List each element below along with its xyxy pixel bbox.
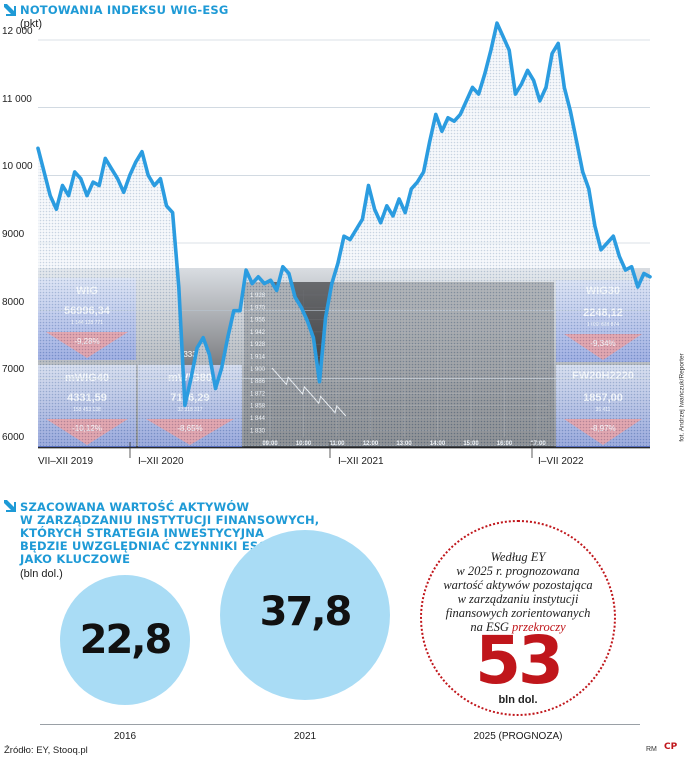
bubble-2016: [60, 575, 190, 705]
x-tick-label: I–XII 2020: [138, 456, 184, 467]
bubble-2021-value: 37,8: [259, 589, 353, 635]
x-tick-label: VII–XII 2019: [38, 456, 94, 467]
category-label-2021: 2021: [293, 731, 317, 742]
y-tick-label: 10 000: [2, 161, 33, 173]
y-tick-label: 6000: [2, 432, 25, 443]
chart2-title: SZACOWANA WARTOŚĆ AKTYWÓW W ZARZĄDZANIU …: [20, 501, 319, 566]
y-tick-label: 8000: [2, 296, 25, 308]
arrow-icon: [4, 4, 16, 16]
x-tick-marks: [38, 442, 650, 458]
category-label-2025: 2025 (PROGNOZA): [473, 731, 563, 742]
chart2-unit: (bln dol.): [20, 568, 63, 580]
ticker-extra-value: 333: [183, 350, 197, 359]
bubble-2016-value: 22,8: [79, 617, 173, 663]
y-tick-label: 12 000: [2, 26, 33, 37]
chart2-title-line: W ZARZĄDZANIU INSTYTUCJI FINANSOWYCH,: [20, 513, 320, 527]
forecast-unit: bln dol.: [498, 694, 538, 706]
forecast-note-line: Według EY: [490, 550, 546, 564]
bubble-baseline: [40, 724, 640, 725]
source-note: Źródło: EY, Stooq.pl: [4, 745, 88, 756]
wig-esg-line: [36, 21, 652, 408]
forecast-note-line: finansowych zorientowanych: [445, 606, 591, 620]
publisher-logo-text: CP: [664, 742, 678, 752]
x-tick-label: I–XII 2021: [338, 456, 384, 467]
bubble-2025-forecast: [420, 520, 616, 716]
chart2-title-line: JAKO KLUCZOWE: [20, 552, 131, 566]
forecast-note-line: w 2025 r. prognozowana: [456, 564, 580, 578]
bubble-2021: [220, 530, 390, 700]
chart2-title-line: SZACOWANA WARTOŚĆ AKTYWÓW: [20, 500, 250, 514]
photo-credit-box: fot. Andrzej Iwańczuk/Reporter: [672, 340, 686, 460]
chart1-title: NOTOWANIA INDEKSU WIG-ESG: [20, 3, 229, 17]
line-area: [38, 23, 650, 446]
forecast-value: 53: [475, 622, 564, 699]
photo-credit: fot. Andrzej Iwańczuk/Reporter: [678, 353, 686, 442]
forecast-note-line: na ESG: [470, 620, 509, 634]
arrow-icon: [4, 500, 16, 512]
wig-esg-line-chart: WIG56996,341 144 128 771-9,28%mWIG404331…: [36, 21, 652, 458]
y-tick-label: 9000: [2, 229, 25, 240]
chart1-unit: (pkt): [20, 18, 42, 30]
forecast-note: Według EY w 2025 r. prognozowana wartość…: [430, 550, 606, 634]
category-label-2016: 2016: [113, 731, 137, 742]
forecast-note-line: wartość aktywów pozostająca: [443, 578, 593, 592]
forecast-highlight: przekroczy: [511, 620, 566, 634]
chart2-title-line: BĘDZIE UWZGLĘDNIAĆ CZYNNIKI ESG: [20, 539, 269, 553]
forecast-note-line: w zarządzaniu instytucji: [457, 592, 579, 606]
y-tick-label: 7000: [2, 364, 25, 376]
chart2-title-line: KTÓRYCH STRATEGIA INWESTYCYJNA: [20, 526, 265, 540]
x-tick-label: I–VII 2022: [538, 456, 584, 467]
author-initials: RM: [646, 746, 657, 753]
line-series: [36, 21, 652, 408]
y-tick-label: 11 000: [2, 93, 32, 105]
publisher-logo: CP: [664, 742, 684, 756]
line-area-fill: [38, 23, 650, 446]
